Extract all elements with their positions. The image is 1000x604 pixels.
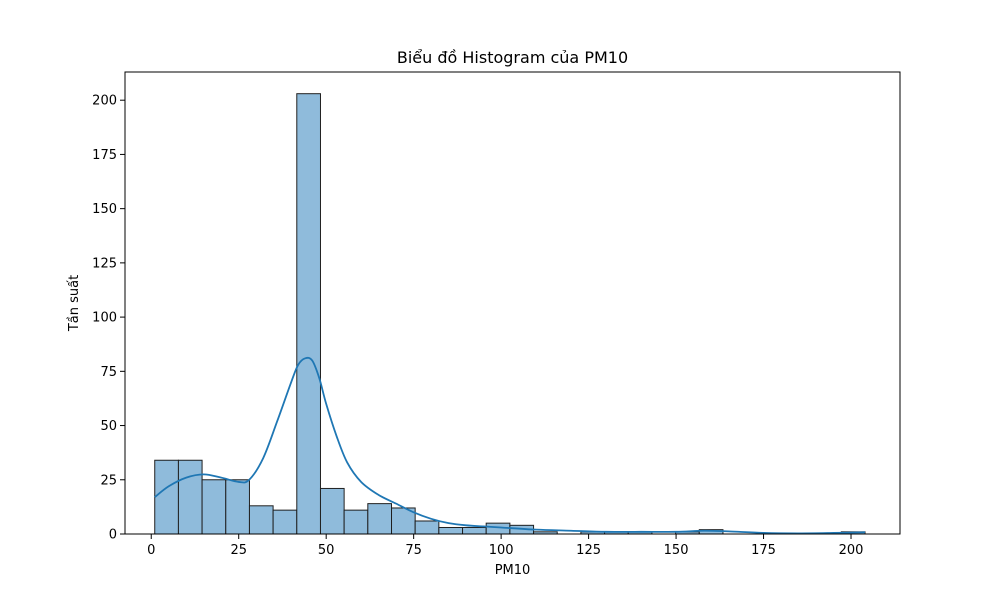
x-tick-label: 25: [230, 543, 247, 558]
x-axis-ticks: 0 25 50 75 100 125 150 175 200: [147, 534, 863, 558]
histogram-bar: [296, 93, 321, 535]
x-tick-label: 0: [147, 543, 155, 558]
histogram-bar: [438, 526, 464, 535]
y-tick-label: 175: [92, 148, 117, 163]
x-tick-label: 125: [576, 543, 601, 558]
histogram-bar: [177, 459, 203, 535]
y-tick-label: 75: [100, 365, 117, 380]
histogram-bars: [154, 93, 866, 535]
x-tick-label: 100: [489, 543, 514, 558]
x-tick-label: 50: [318, 543, 335, 558]
histogram-bar: [272, 509, 298, 535]
kde-curve: [154, 356, 866, 535]
histogram-bar: [414, 520, 440, 535]
histogram-bar: [367, 503, 393, 535]
y-tick-label: 0: [109, 528, 117, 543]
y-tick-label: 50: [100, 419, 117, 434]
y-tick-label: 25: [100, 473, 117, 488]
x-tick-label: 75: [405, 543, 422, 558]
histogram-bar: [201, 479, 227, 535]
histogram-bar: [462, 526, 487, 535]
y-axis-label: Tần suất: [67, 275, 82, 332]
x-tick-label: 200: [839, 543, 864, 558]
histogram-bar: [154, 459, 179, 535]
y-tick-label: 150: [92, 202, 117, 217]
y-tick-label: 200: [92, 94, 117, 109]
histogram-bar: [343, 509, 369, 535]
histogram-bar: [248, 505, 274, 535]
chart-title: Biểu đồ Histogram của PM10: [397, 48, 628, 67]
plot-frame: [124, 71, 901, 535]
y-tick-label: 125: [92, 256, 117, 271]
x-axis-label: PM10: [495, 563, 531, 578]
histogram-bar: [319, 487, 345, 535]
histogram-bar: [225, 479, 250, 535]
x-tick-label: 150: [664, 543, 689, 558]
x-tick-label: 175: [751, 543, 776, 558]
y-axis-ticks: 0 25 50 75 100 125 150 175 200: [92, 94, 125, 543]
y-tick-label: 100: [92, 311, 117, 326]
